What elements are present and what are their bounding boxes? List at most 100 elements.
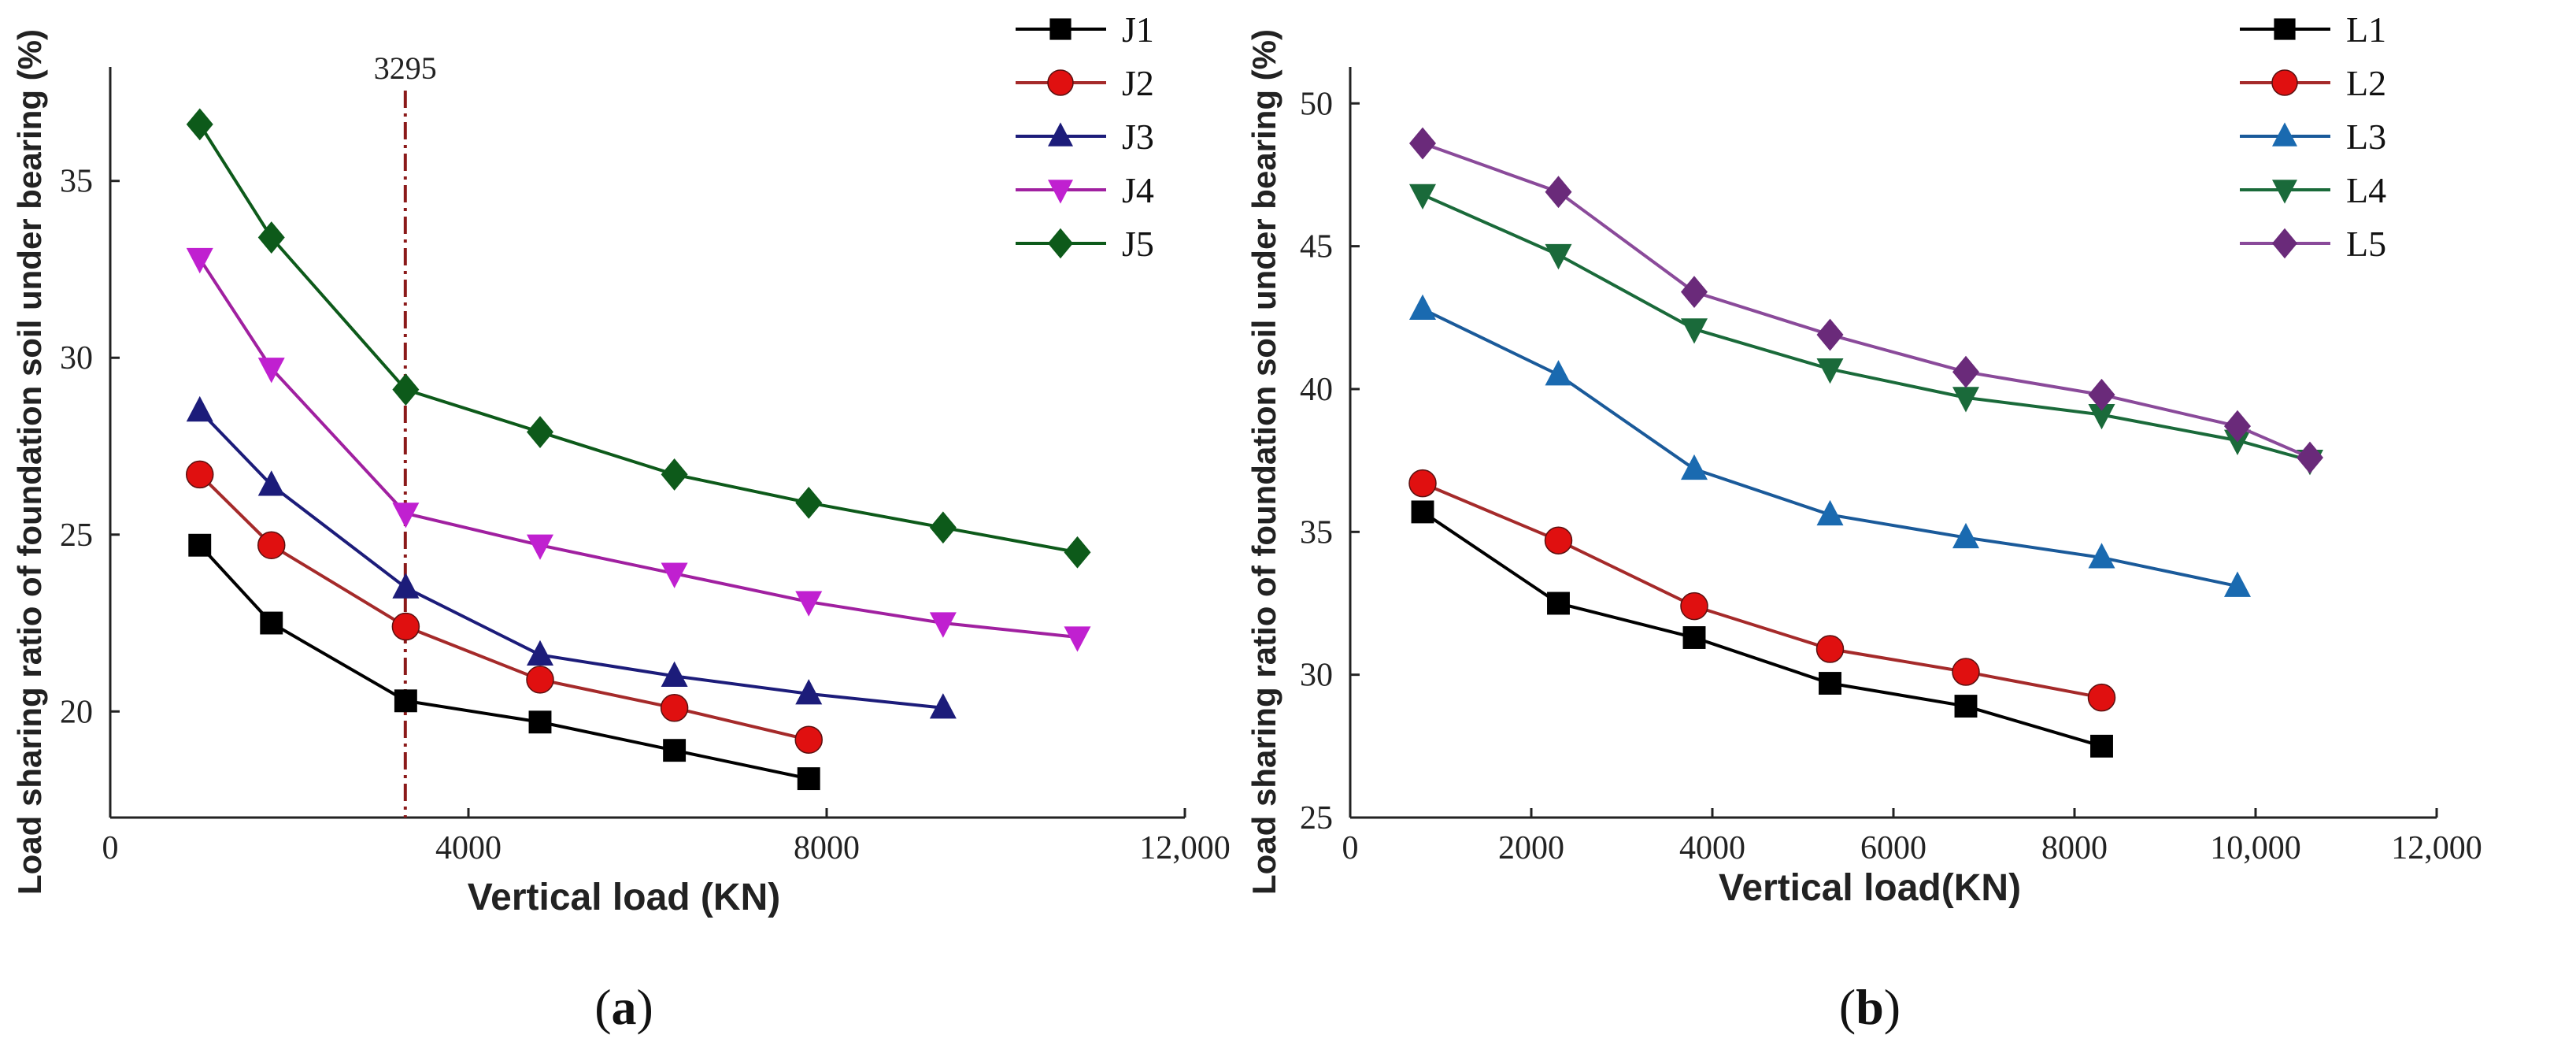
data-point-J4	[257, 358, 285, 384]
series-L4	[1409, 184, 2323, 476]
series-J4	[186, 247, 1091, 652]
legend-marker	[1048, 228, 1073, 259]
data-point-J5	[257, 221, 285, 254]
data-point-L1	[1954, 695, 1978, 718]
data-point-L2	[1680, 592, 1708, 621]
series-line-J1	[198, 543, 809, 781]
data-point-J5	[186, 108, 213, 141]
legend-marker	[1049, 18, 1071, 40]
panel-caption: (b)	[1839, 979, 1901, 1035]
series-line-L4	[1422, 193, 2311, 462]
panel-caption: (a)	[594, 979, 653, 1035]
data-point-L1	[1411, 500, 1434, 524]
data-point-J3	[527, 640, 553, 666]
legend-item-L5: L5	[2240, 224, 2386, 264]
data-point-L4	[1681, 318, 1708, 344]
data-point-L3	[2224, 571, 2251, 597]
legend-marker	[2271, 69, 2298, 96]
legend-item-J5: J5	[1016, 224, 1154, 264]
axes-b: 0 2000 4000 6000 8000 10,000 12,000 25 30 35 40 45 5…	[1300, 67, 2482, 866]
data-point-J3	[186, 395, 213, 422]
x-axis-title: Vertical load(KN)	[1719, 867, 2021, 909]
data-point-J2	[660, 694, 689, 722]
x-tick-label: 6000	[1860, 830, 1926, 866]
data-point-L5	[1952, 355, 1979, 388]
data-point-L5	[1816, 318, 1844, 351]
legend-item-L1: L1	[2240, 9, 2386, 50]
legend-marker	[2272, 228, 2297, 259]
data-point-J1	[394, 689, 417, 713]
y-tick-label: 20	[60, 694, 93, 730]
x-tick-label: 4000	[1679, 830, 1745, 866]
data-point-L3	[2088, 543, 2115, 569]
legend-label: J3	[1122, 117, 1154, 157]
data-point-J3	[795, 679, 823, 705]
x-tick-label: 2000	[1498, 830, 1564, 866]
data-point-L4	[1816, 358, 1844, 384]
x-tick-label: 8000	[794, 830, 860, 866]
data-point-L1	[1547, 592, 1570, 615]
data-point-J3	[929, 693, 957, 719]
legend-label: L5	[2346, 224, 2386, 264]
legend-item-L4: L4	[2240, 170, 2386, 210]
series-line-L2	[1422, 481, 2102, 699]
y-tick-label: 30	[1300, 658, 1333, 694]
y-tick-label: 25	[1300, 800, 1333, 836]
data-point-J2	[526, 666, 554, 694]
series-L1	[1411, 500, 2113, 758]
data-point-L2	[1408, 469, 1437, 498]
data-point-L4	[1409, 184, 1436, 210]
annotation-label: 3295	[374, 50, 437, 86]
y-tick-label: 30	[60, 340, 93, 376]
series-line-J4	[198, 258, 1078, 639]
data-point-L3	[1681, 454, 1708, 480]
data-point-L4	[2224, 429, 2251, 455]
data-point-J1	[260, 611, 283, 635]
data-point-L2	[1952, 658, 1980, 686]
y-axis-title: Load sharing ratio of foundation soil un…	[1245, 29, 1282, 895]
data-point-L5	[1545, 176, 1572, 209]
data-point-L1	[1682, 626, 1706, 649]
legend-label: L4	[2346, 170, 2386, 210]
data-point-J4	[929, 612, 957, 638]
data-point-L3	[1952, 522, 1979, 549]
data-point-J5	[1064, 536, 1091, 569]
series-L2	[1408, 469, 2116, 712]
data-point-L2	[2087, 683, 2116, 712]
data-point-J5	[527, 416, 553, 448]
legend-item-L3: L3	[2240, 117, 2386, 157]
data-point-L4	[2088, 404, 2115, 430]
legend-marker	[1048, 122, 1073, 146]
data-point-L5	[2224, 410, 2251, 443]
data-point-L3	[1816, 499, 1844, 526]
data-point-J2	[794, 725, 823, 754]
legend-label: L1	[2346, 9, 2386, 50]
legend-item-J4: J4	[1016, 170, 1154, 210]
series-line-J5	[198, 123, 1078, 554]
y-tick-label: 35	[1300, 514, 1333, 551]
data-point-J4	[527, 534, 553, 560]
x-tick-label: 12,000	[2391, 830, 2482, 866]
data-point-L3	[1545, 360, 1572, 386]
legend-label: J2	[1122, 63, 1154, 103]
x-axis-title: Vertical load (KN)	[468, 877, 780, 918]
data-point-J4	[795, 591, 823, 617]
data-point-J5	[392, 373, 420, 406]
series-J2	[186, 460, 823, 754]
data-point-J4	[661, 562, 688, 588]
data-point-J3	[392, 573, 420, 599]
data-point-J3	[257, 470, 285, 496]
series-J3	[186, 395, 957, 719]
data-point-J5	[795, 486, 823, 519]
legend-marker	[2272, 122, 2297, 146]
data-point-L2	[1544, 526, 1573, 554]
legend-label: L3	[2346, 117, 2386, 157]
series-line-L5	[1422, 142, 2311, 459]
data-point-J4	[1064, 626, 1091, 652]
x-tick-label: 0	[102, 830, 119, 866]
x-tick-label: 10,000	[2210, 830, 2301, 866]
data-point-L3	[1409, 294, 1436, 321]
data-point-J2	[257, 531, 286, 559]
data-point-J2	[391, 612, 420, 641]
